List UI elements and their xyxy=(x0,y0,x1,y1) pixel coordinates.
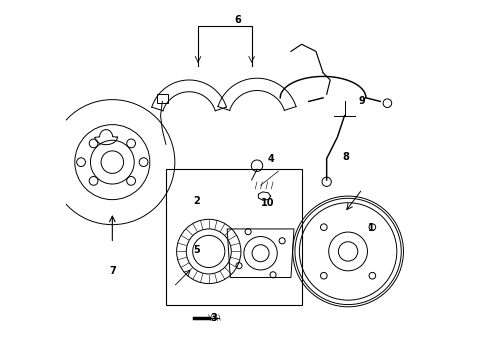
Text: 1: 1 xyxy=(367,223,374,233)
Text: 3: 3 xyxy=(210,312,217,323)
Text: 4: 4 xyxy=(267,154,274,163)
Text: 2: 2 xyxy=(193,197,200,206)
Bar xyxy=(157,94,167,103)
Bar xyxy=(165,169,301,305)
Text: 10: 10 xyxy=(260,198,273,208)
Text: 7: 7 xyxy=(109,266,116,276)
Text: 9: 9 xyxy=(358,96,365,107)
Text: 8: 8 xyxy=(342,152,349,162)
Text: 5: 5 xyxy=(193,245,200,255)
Text: 6: 6 xyxy=(233,15,240,24)
